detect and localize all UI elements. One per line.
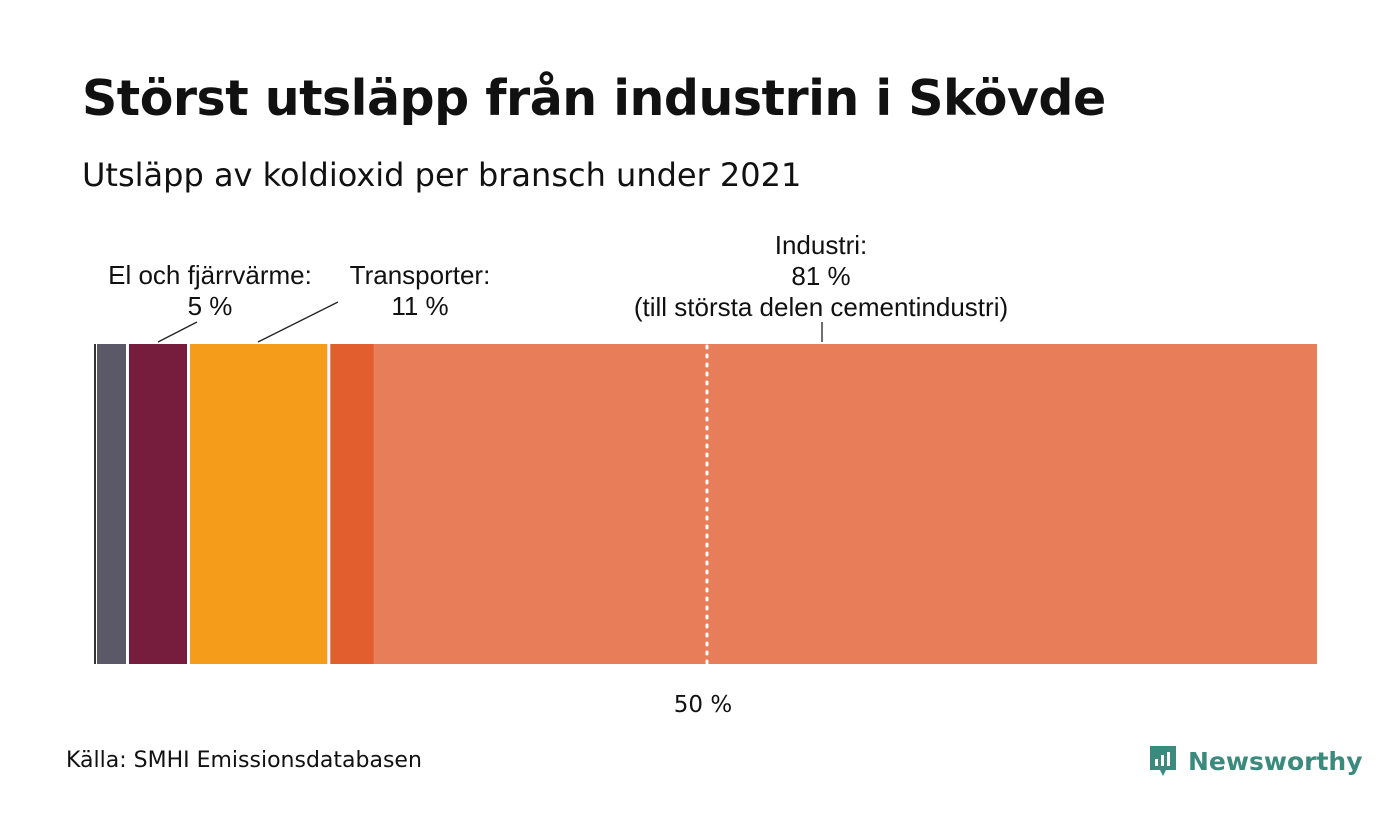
newsworthy-logo-icon — [1150, 746, 1176, 776]
annotation-industri-note: (till största delen cementindustri) — [633, 292, 1009, 322]
brand-name: Newsworthy — [1188, 746, 1363, 776]
source-note: Källa: SMHI Emissionsdatabasen — [66, 748, 422, 773]
annotation-transporter-value: 11 % — [391, 291, 449, 321]
annotation-industri-value: 81 % — [791, 261, 851, 291]
bar-segment-2 — [127, 344, 189, 664]
bar-segment-3 — [188, 344, 329, 664]
annotation-el-label: El och fjärrvärme: — [108, 260, 312, 290]
annotation-industri-label: Industri: — [774, 230, 868, 260]
annotation-industri: Industri: 81 % (till största delen cemen… — [634, 230, 1008, 323]
annotation-el-fjarrvarme: El och fjärrvärme: 5 % — [108, 260, 312, 322]
annotation-leader-2 — [257, 301, 339, 343]
brand-logo: Newsworthy — [1148, 744, 1363, 778]
tick-label-50: 50 % — [673, 692, 733, 718]
bar-segment-4 — [328, 344, 374, 664]
bar-segment-5 — [373, 344, 1317, 664]
bar-segment-1 — [97, 344, 128, 664]
chart-subtitle: Utsläpp av koldioxid per bransch under 2… — [82, 156, 802, 194]
annotation-el-value: 5 % — [187, 291, 233, 321]
annotation-transporter-label: Transporter: — [349, 260, 491, 290]
annotation-leader-1 — [157, 321, 198, 343]
chart-title: Störst utsläpp från industrin i Skövde — [82, 70, 1106, 127]
annotation-transporter: Transporter: 11 % — [350, 260, 491, 322]
